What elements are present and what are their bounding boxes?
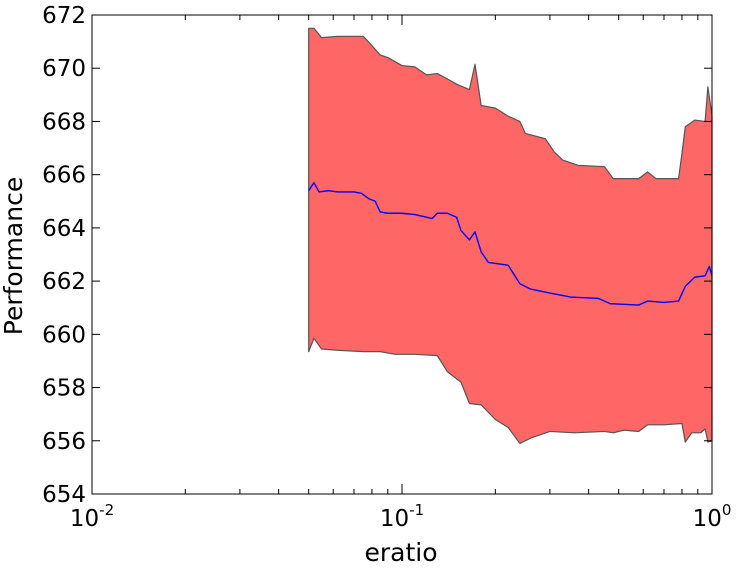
- y-tick-label: 672: [42, 3, 86, 29]
- x-axis-title: eratio: [364, 538, 437, 567]
- y-tick-label: 666: [42, 163, 86, 189]
- y-tick-label: 662: [42, 269, 86, 295]
- axes: 654 656 658 660 662 664 666 668 670 672 10-2 10-1 10…: [42, 3, 731, 532]
- y-axis-title: Performance: [0, 177, 28, 335]
- plot-area: [308, 27, 713, 445]
- y-tick-label: 668: [42, 109, 86, 135]
- confidence-band: [308, 27, 713, 445]
- y-tick-label: 670: [42, 56, 86, 82]
- y-tick-label: 654: [42, 482, 86, 508]
- y-tick-label: 660: [42, 322, 86, 348]
- y-tick-label: 656: [42, 429, 86, 455]
- mean-line: [308, 181, 713, 306]
- x-tick-label: 10-1: [380, 501, 424, 532]
- x-tick-label: 10-2: [70, 501, 114, 532]
- y-tick-label: 664: [42, 216, 86, 242]
- x-tick-label: 100: [693, 501, 732, 532]
- y-tick-label: 658: [42, 376, 86, 402]
